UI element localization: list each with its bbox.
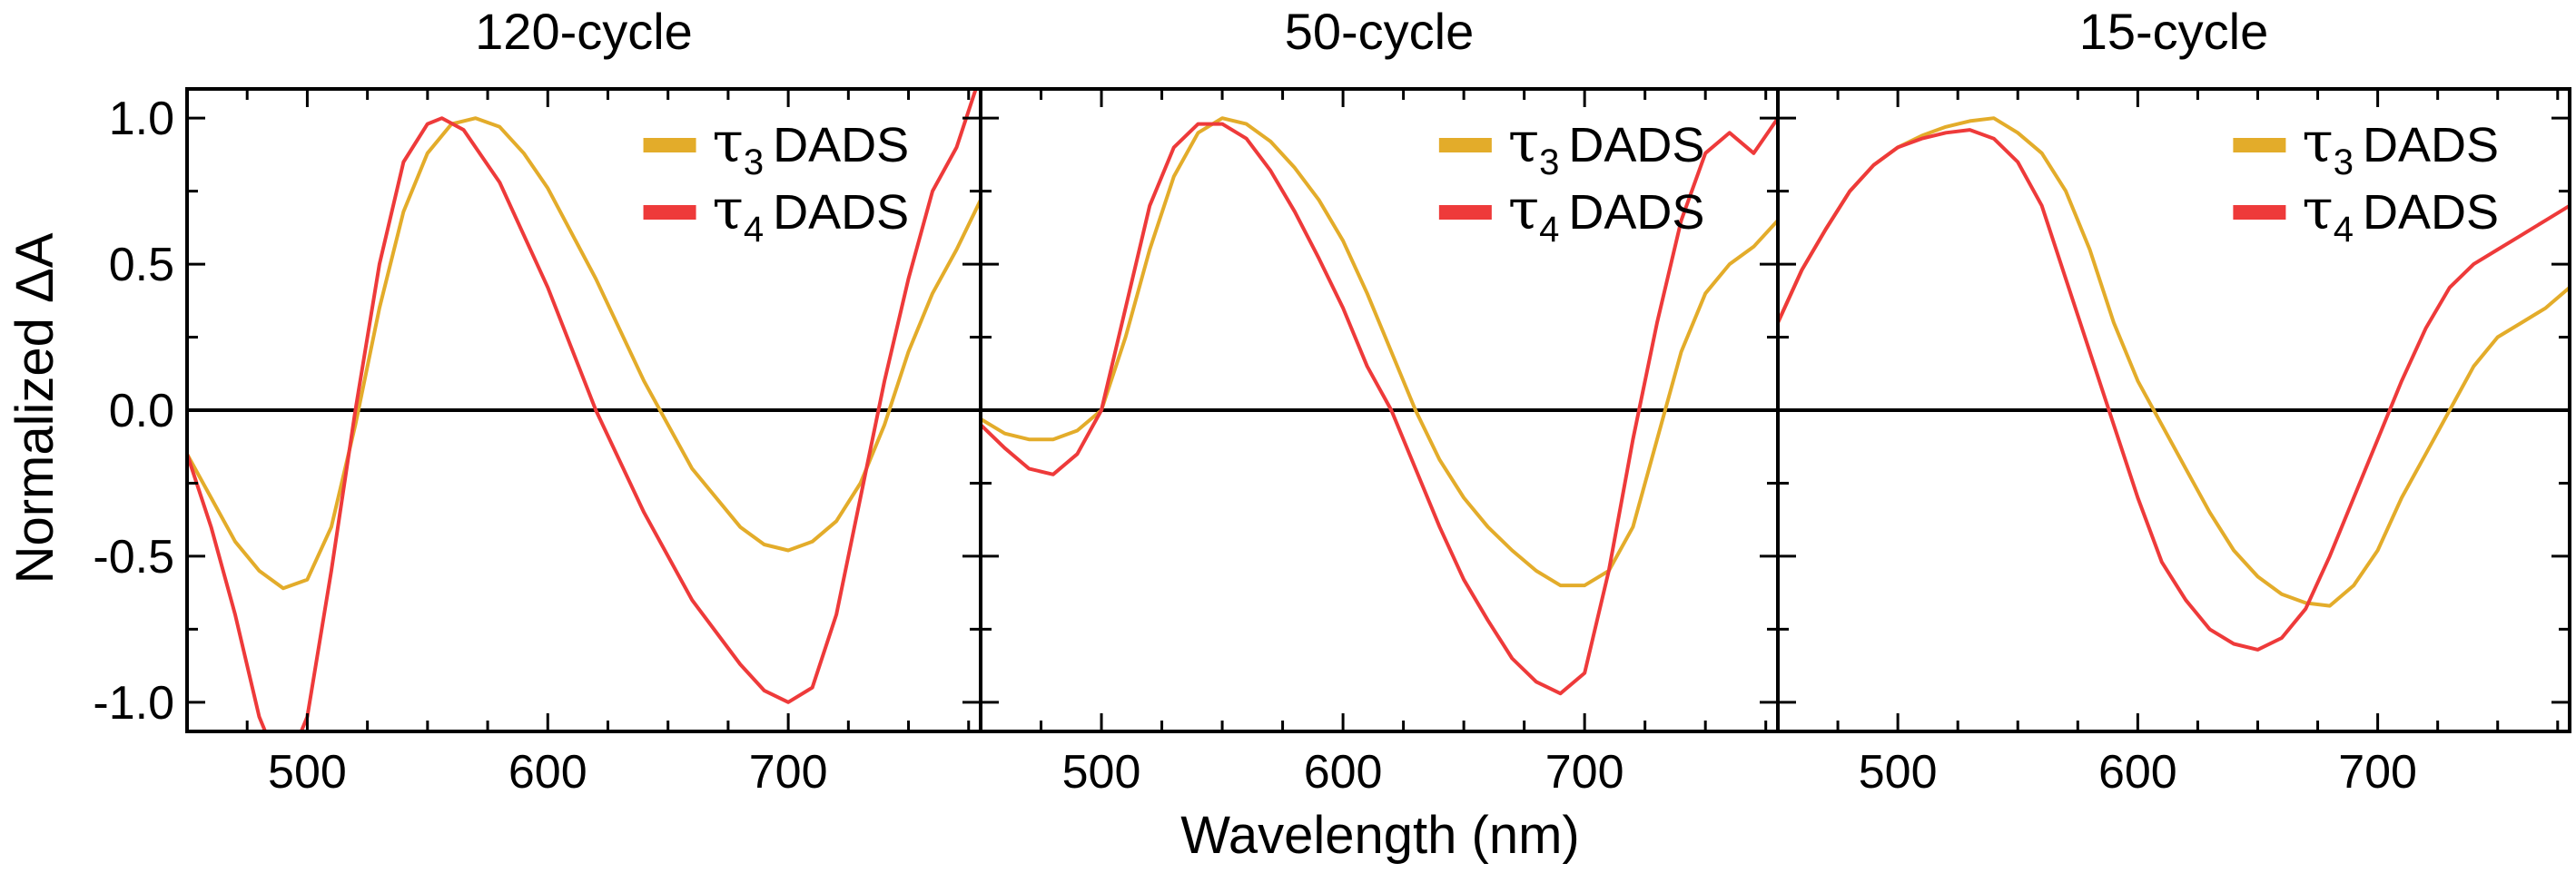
x-tick-label: 700 xyxy=(2338,746,2417,799)
legend-label-4: τ4 DADS xyxy=(1508,176,1705,250)
x-tick-label: 700 xyxy=(1545,746,1624,799)
y-tick-label: -0.5 xyxy=(93,531,174,584)
x-tick-label: 600 xyxy=(2098,746,2177,799)
panel-title: 50-cycle xyxy=(1285,3,1475,60)
legend-label-3: τ3 DADS xyxy=(2302,109,2499,182)
legend-label-4: τ4 DADS xyxy=(713,176,910,250)
y-tick-label: 0.0 xyxy=(109,385,174,437)
series-line-4 xyxy=(1778,128,2570,652)
x-tick-label: 500 xyxy=(1859,746,1938,799)
x-tick-label: 500 xyxy=(1062,746,1141,799)
legend-label-3: τ3 DADS xyxy=(1508,109,1705,182)
legend-label-3: τ3 DADS xyxy=(713,109,910,182)
y-tick-label: 0.5 xyxy=(109,239,174,291)
series-line-4 xyxy=(981,117,1778,696)
x-tick-label: 600 xyxy=(508,746,587,799)
panel-title: 120-cycle xyxy=(475,3,693,60)
series-line-3 xyxy=(981,116,1778,588)
x-tick-label: 700 xyxy=(749,746,828,799)
legend-label-4: τ4 DADS xyxy=(2302,176,2499,250)
x-tick-label: 500 xyxy=(268,746,347,799)
y-tick-label: 1.0 xyxy=(109,93,174,145)
y-axis-label: Normalized ΔA xyxy=(5,232,64,584)
chart-panel-0: 120-cycle 500 600 700 -1.0 -0.5 0.0 0.5 1.0 τ3 DAD… xyxy=(93,3,982,799)
panel-title: 15-cycle xyxy=(2079,3,2269,60)
series-line-4 xyxy=(187,89,978,731)
y-tick-label: -1.0 xyxy=(93,677,174,730)
x-tick-label: 600 xyxy=(1304,746,1383,799)
x-axis-label: Wavelength (nm) xyxy=(1180,806,1579,865)
